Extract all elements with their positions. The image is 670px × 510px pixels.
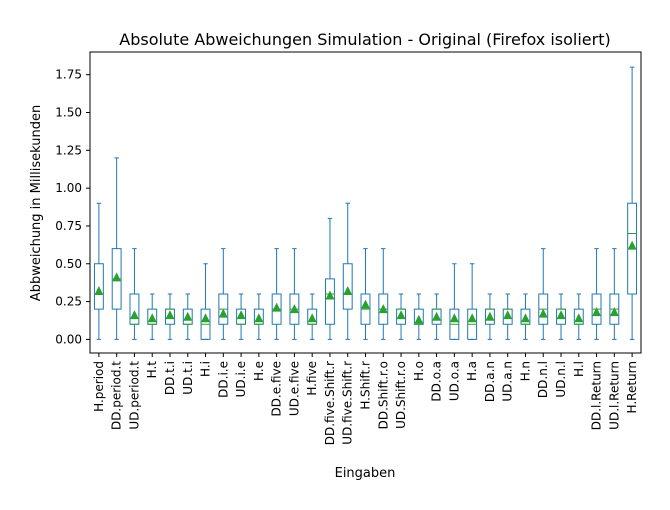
- x-axis-label: Eingaben: [335, 466, 396, 481]
- x-tick-label: UD.n.l: [554, 361, 568, 398]
- mean-marker: [343, 285, 353, 295]
- x-tick-label: DD.a.n: [483, 361, 497, 402]
- mean-marker: [467, 313, 477, 323]
- y-axis-label: Abbweichung in Millisekunden: [29, 105, 44, 301]
- mean-marker: [627, 240, 637, 250]
- chart-title: Absolute Abweichungen Simulation - Origi…: [119, 30, 610, 49]
- x-tick-label: UD.o.a: [447, 361, 461, 401]
- mean-marker: [254, 313, 264, 323]
- y-tick-label: 0.25: [55, 295, 82, 309]
- mean-marker: [520, 313, 530, 323]
- mean-marker: [574, 313, 584, 323]
- box: [627, 202, 638, 295]
- x-tick-label: DD.t.i: [163, 361, 177, 395]
- y-tick-label: 1.00: [55, 181, 82, 195]
- x-tick-label: UD.period.t: [127, 361, 141, 430]
- x-tick-label: UD.l.Return: [607, 361, 621, 430]
- mean-marker: [94, 285, 104, 295]
- x-tick-label: H.period: [92, 361, 106, 412]
- x-tick-label: UD.five.Shift.r: [341, 361, 355, 445]
- x-tick-label: DD.Shift.r.o: [376, 361, 390, 429]
- mean-marker: [289, 304, 299, 314]
- y-tick-label: 0.00: [55, 332, 82, 346]
- x-tick-label: UD.t.i: [181, 361, 195, 395]
- mean-marker: [147, 313, 157, 323]
- x-tick-label: UD.a.n: [501, 361, 515, 402]
- box: [93, 263, 104, 310]
- mean-marker: [592, 307, 602, 317]
- x-tick-label: H.a: [465, 361, 479, 381]
- x-tick-label: DD.n.l: [536, 361, 550, 398]
- x-tick-label: UD.Shift.r.o: [394, 361, 408, 429]
- mean-marker: [609, 307, 619, 317]
- plot-area: 0.00 0.25 0.50 0.75 1.00 1.25 1.50 1.75 H.period…: [55, 51, 642, 445]
- mean-marker: [378, 304, 388, 314]
- x-tick-label: UD.e.five: [287, 361, 301, 416]
- x-tick-label: DD.o.a: [430, 361, 444, 402]
- y-tick-label: 0.50: [55, 257, 82, 271]
- x-tick-label: H.Shift.r: [359, 361, 373, 410]
- y-tick-label: 1.50: [55, 106, 82, 120]
- x-tick-label: H.Return: [625, 361, 639, 413]
- x-tick-label: H.t: [145, 361, 159, 379]
- x-tick-label: H.e: [252, 361, 266, 381]
- x-tick-label: H.n: [518, 361, 532, 381]
- mean-marker: [396, 310, 406, 320]
- x-tick-label: DD.i.e: [216, 361, 230, 398]
- mean-marker: [201, 313, 211, 323]
- x-tick-label: H.l: [572, 361, 586, 377]
- mean-marker: [361, 299, 370, 309]
- mean-marker: [272, 302, 282, 312]
- x-tick-label: H.i: [199, 361, 213, 377]
- mean-marker: [218, 308, 228, 318]
- x-tick-label: H.o: [412, 361, 426, 381]
- mean-marker: [432, 311, 442, 321]
- x-tick-label: UD.i.e: [234, 361, 248, 397]
- x-tick-label: DD.l.Return: [590, 361, 604, 430]
- box: [129, 293, 140, 325]
- x-tick-label: DD.period.t: [110, 361, 124, 430]
- mean-marker: [538, 308, 548, 318]
- mean-marker: [307, 313, 317, 323]
- mean-marker: [325, 290, 335, 300]
- y-tick-label: 1.25: [55, 143, 82, 157]
- box: [325, 278, 335, 325]
- mean-marker: [414, 314, 424, 324]
- mean-marker: [503, 310, 513, 320]
- mean-marker: [112, 272, 122, 282]
- mean-marker: [183, 311, 193, 321]
- mean-marker: [449, 313, 459, 323]
- x-tick-label: DD.e.five: [270, 361, 284, 417]
- x-tick-label: DD.five.Shift.r: [323, 361, 337, 445]
- y-tick-label: 1.75: [55, 68, 82, 82]
- x-tick-label: H.five: [305, 361, 319, 396]
- mean-marker: [165, 310, 175, 320]
- mean-marker: [485, 311, 495, 321]
- mean-marker: [236, 310, 246, 320]
- mean-marker: [129, 310, 139, 320]
- y-tick-label: 0.75: [55, 219, 82, 233]
- box: [342, 263, 353, 310]
- mean-marker: [556, 310, 566, 320]
